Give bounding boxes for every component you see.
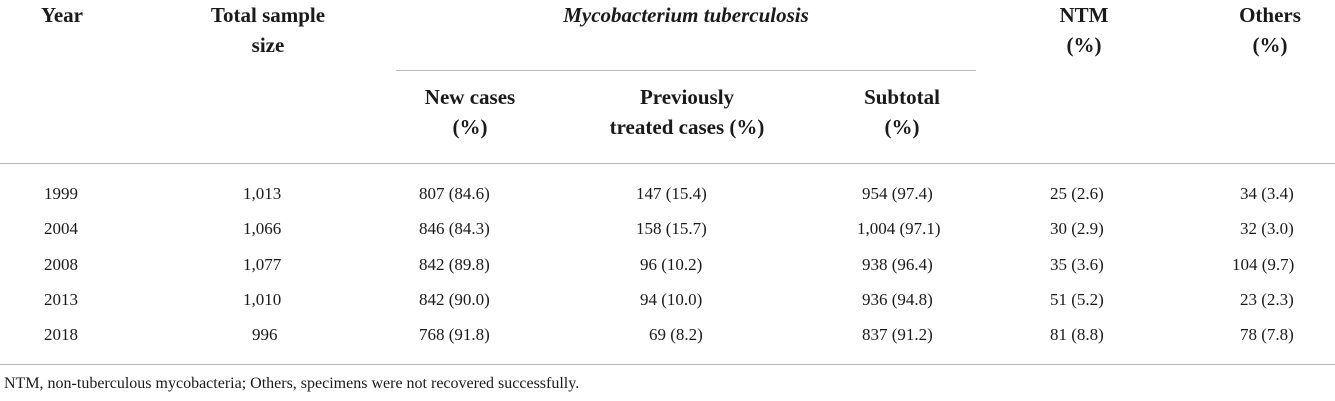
header-total-line1: Total sample	[210, 3, 326, 27]
cell-year: 2013	[44, 290, 78, 309]
cell-prev: 96 (10.2)	[640, 255, 703, 274]
cell-total: 1,010	[243, 290, 282, 309]
header-sub-line1: Subtotal	[864, 85, 940, 109]
mtb-group-rule	[396, 70, 976, 71]
cell-ntm: 25 (2.6)	[1050, 184, 1104, 203]
cell-total: 1,077	[243, 255, 282, 274]
cell-sub: 837 (91.2)	[862, 325, 933, 344]
header-previously-treated: Previously treated cases (%)	[577, 82, 797, 142]
cell-prev: 69 (8.2)	[649, 325, 703, 344]
cell-others: 32 (3.0)	[1240, 219, 1294, 238]
table-bottom-rule	[0, 364, 1335, 365]
cell-prev: 158 (15.7)	[636, 219, 707, 238]
cell-prev: 147 (15.4)	[636, 184, 707, 203]
header-new-line1: New cases	[424, 85, 516, 109]
header-others-line2: (%)	[1252, 33, 1288, 57]
table-footnote: NTM, non-tuberculous mycobacteria; Other…	[4, 375, 580, 392]
header-sub-line2: (%)	[884, 115, 920, 139]
cell-others: 34 (3.4)	[1240, 184, 1294, 203]
header-prev-line1: Previously	[639, 85, 735, 109]
cell-prev: 94 (10.0)	[640, 290, 703, 309]
cell-year: 2004	[44, 219, 78, 238]
header-total-line2: size	[251, 33, 285, 57]
cell-new: 807 (84.6)	[419, 184, 490, 203]
header-ntm: NTM (%)	[1014, 0, 1154, 60]
cell-others: 23 (2.3)	[1240, 290, 1294, 309]
cell-sub: 938 (96.4)	[862, 255, 933, 274]
header-year: Year	[41, 3, 83, 27]
table-row: 2018 996 768 (91.8) 69 (8.2) 837 (91.2) …	[0, 325, 1335, 345]
cell-ntm: 30 (2.9)	[1050, 219, 1104, 238]
table-row: 2004 1,066 846 (84.3) 158 (15.7) 1,004 (…	[0, 219, 1335, 239]
cell-total: 1,013	[243, 184, 282, 203]
table-row: 2013 1,010 842 (90.0) 94 (10.0) 936 (94.…	[0, 290, 1335, 310]
table-row: 1999 1,013 807 (84.6) 147 (15.4) 954 (97…	[0, 184, 1335, 204]
header-bottom-rule	[0, 163, 1335, 164]
cell-new: 846 (84.3)	[419, 219, 490, 238]
header-new-cases: New cases (%)	[370, 82, 570, 142]
cell-new: 842 (90.0)	[419, 290, 490, 309]
cell-new: 842 (89.8)	[419, 255, 490, 274]
header-mycobacterium-tuberculosis: Mycobacterium tuberculosis	[563, 3, 809, 27]
header-prev-line2: treated cases (%)	[609, 115, 765, 139]
header-subtotal: Subtotal (%)	[802, 82, 1002, 142]
cell-total: 1,066	[243, 219, 282, 238]
header-new-line2: (%)	[452, 115, 488, 139]
header-ntm-line1: NTM	[1059, 3, 1109, 27]
cell-others: 104 (9.7)	[1232, 255, 1295, 274]
header-total-sample-size: Total sample size	[168, 0, 368, 60]
table-row: 2008 1,077 842 (89.8) 96 (10.2) 938 (96.…	[0, 255, 1335, 275]
cell-total: 996	[252, 325, 278, 344]
cell-others: 78 (7.8)	[1240, 325, 1294, 344]
header-others-line1: Others	[1239, 3, 1301, 27]
cell-sub: 1,004 (97.1)	[857, 219, 941, 238]
cell-year: 2018	[44, 325, 78, 344]
cell-sub: 954 (97.4)	[862, 184, 933, 203]
cell-new: 768 (91.8)	[419, 325, 490, 344]
cell-sub: 936 (94.8)	[862, 290, 933, 309]
header-others: Others (%)	[1210, 0, 1330, 60]
cell-ntm: 51 (5.2)	[1050, 290, 1104, 309]
cell-year: 1999	[44, 184, 78, 203]
cell-ntm: 81 (8.8)	[1050, 325, 1104, 344]
cell-year: 2008	[44, 255, 78, 274]
header-ntm-line2: (%)	[1066, 33, 1102, 57]
cell-ntm: 35 (3.6)	[1050, 255, 1104, 274]
